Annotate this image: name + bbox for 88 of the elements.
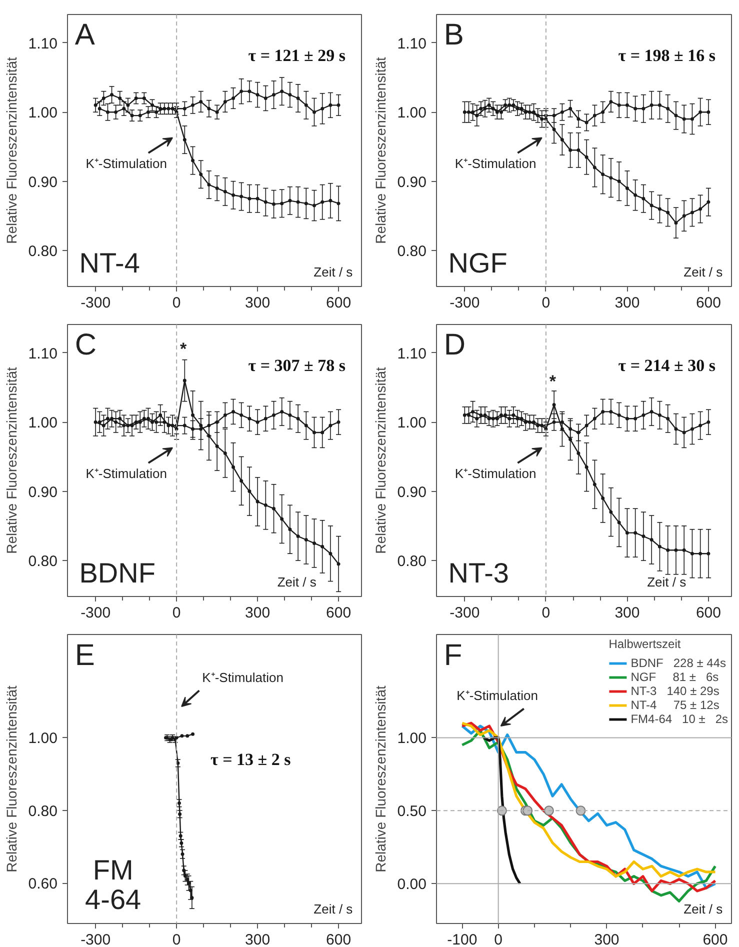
y-tick-label: 0.60 [28, 876, 58, 893]
x-tick-label: 600 [326, 604, 352, 622]
x-tick-label: 0 [172, 604, 181, 622]
y-tick-label: 0.90 [397, 174, 427, 191]
y-tick-label: 1.00 [397, 104, 427, 122]
legend-label: NT-3 140 ± 29s [630, 684, 720, 698]
y-tick-label: 0.80 [397, 553, 427, 570]
annotation: K⁺-Stimulation [202, 670, 284, 685]
y-tick-label: 1.00 [28, 104, 58, 122]
x-axis-title: Zeit / s [684, 901, 724, 916]
y-tick-label: 1.00 [28, 730, 58, 748]
x-tick-label: 300 [245, 294, 270, 312]
x-tick-label: 0 [542, 294, 550, 312]
legend-label: FM4-64 10 ± 2s [630, 712, 728, 726]
chart-title: C [74, 328, 97, 362]
chart-title: A [74, 18, 95, 52]
y-tick-label: 0.00 [397, 876, 427, 894]
x-axis-title: Zeit / s [647, 574, 687, 590]
x-axis-title: Zeit / s [314, 264, 354, 280]
annotation: τ = 307 ± 78 s [248, 356, 346, 375]
chart-title: F [444, 638, 462, 672]
y-tick-label: 0.80 [28, 553, 58, 570]
x-tick-label: -300 [80, 604, 111, 622]
annotation: BDNF [79, 557, 156, 588]
annotation: τ = 121 ± 29 s [248, 46, 346, 65]
x-tick-label: -100 [447, 932, 478, 947]
legend-label: NT-4 75 ± 12s [630, 698, 720, 712]
x-tick-label: 300 [614, 294, 640, 312]
x-axis-title: Zeit / s [684, 264, 724, 280]
y-tick-label: 0.50 [397, 803, 427, 820]
legend-label: BDNF 228 ± 44s [630, 656, 726, 670]
x-tick-label: 600 [696, 294, 721, 312]
chart-title: B [444, 18, 464, 52]
annotation: K⁺-Stimulation [454, 156, 536, 172]
x-tick-label: 600 [326, 932, 352, 947]
annotation: K⁺-Stimulation [456, 688, 538, 703]
y-tick-label: 0.90 [28, 174, 58, 191]
chart-title: E [74, 638, 95, 672]
annotation: NT-4 [79, 247, 140, 278]
annotation: FM 4-64 [85, 854, 142, 915]
y-tick-label: 0.80 [28, 243, 58, 260]
y-tick-label: 1.00 [397, 414, 427, 432]
x-tick-label: -300 [80, 932, 111, 947]
y-tick-label: 1.10 [397, 345, 427, 362]
x-tick-label: -300 [80, 294, 111, 312]
y-tick-label: 0.90 [397, 484, 427, 501]
y-tick-label: 0.80 [397, 243, 427, 260]
y-tick-label: 1.00 [397, 730, 427, 748]
annotation: K⁺-Stimulation [86, 156, 168, 172]
annotation: NT-3 [448, 557, 509, 588]
x-axis-title: Zeit / s [314, 901, 354, 916]
legend-label: NGF 81 ± 6s [630, 670, 719, 684]
y-tick-label: 0.90 [28, 484, 58, 501]
annotation: NGF [448, 247, 508, 278]
y-axis-title: Relative Fluoreszenzintensität [3, 686, 20, 872]
x-tick-label: -300 [450, 604, 480, 622]
y-axis-title: Relative Fluoreszenzintensität [372, 57, 388, 244]
x-tick-label: 0 [172, 294, 181, 312]
annotation: τ = 198 ± 16 s [618, 46, 716, 65]
x-tick-label: -300 [450, 294, 480, 312]
annotation: τ = 13 ± 2 s [210, 750, 292, 770]
legend-title: Halbwertszeit [608, 637, 682, 651]
y-tick-label: 1.10 [397, 35, 427, 52]
y-tick-label: 1.10 [28, 35, 58, 52]
y-tick-label: 0.80 [28, 802, 58, 820]
x-tick-label: 600 [696, 604, 721, 622]
y-axis-title: Relative Fluoreszenzintensität [3, 367, 20, 554]
x-tick-label: 0 [542, 604, 550, 622]
y-axis-title: Relative Fluoreszenzintensität [372, 367, 388, 554]
y-axis-title: Relative Fluoreszenzintensität [372, 686, 388, 872]
annotation: K⁺-Stimulation [86, 466, 168, 482]
x-tick-label: 300 [245, 604, 270, 622]
x-tick-label: 600 [702, 932, 728, 947]
y-axis-title: Relative Fluoreszenzintensität [3, 57, 20, 244]
x-tick-label: 300 [594, 932, 620, 947]
x-tick-label: 0 [494, 932, 502, 947]
annotation: * [549, 372, 556, 391]
x-tick-label: 300 [614, 604, 640, 622]
chart-title: D [444, 328, 466, 362]
x-axis-title: Zeit / s [277, 574, 317, 590]
x-tick-label: 600 [326, 294, 352, 312]
y-tick-label: 1.00 [28, 414, 58, 432]
x-tick-label: 300 [245, 932, 270, 947]
annotation: K⁺-Stimulation [454, 466, 536, 482]
y-tick-label: 1.10 [28, 345, 58, 362]
annotation: * [180, 339, 188, 358]
x-tick-label: 0 [172, 932, 181, 947]
annotation: τ = 214 ± 30 s [618, 356, 716, 375]
